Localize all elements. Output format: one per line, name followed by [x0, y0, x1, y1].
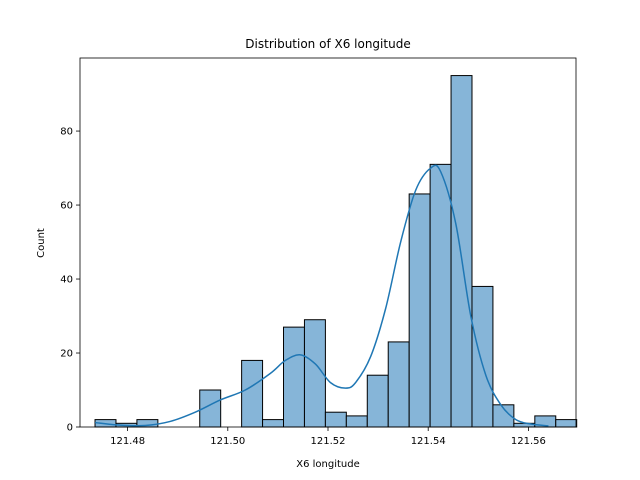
kde-curve	[94, 164, 549, 427]
histogram-bars	[94, 75, 578, 428]
histogram-bar	[324, 411, 347, 428]
x-tick-label: 121.54	[411, 436, 446, 447]
histogram-bar	[450, 75, 473, 428]
y-tick-label: 60	[60, 201, 73, 212]
x-tick-label: 121.48	[110, 436, 145, 447]
histogram-bar	[262, 419, 285, 428]
x-tick-label: 121.52	[311, 436, 346, 447]
histogram-bar	[429, 163, 452, 428]
y-tick-label: 0	[67, 423, 73, 434]
histogram-bar	[408, 193, 431, 428]
y-axis-label: Count	[36, 228, 47, 258]
histogram-bar	[366, 374, 389, 428]
x-axis-label: X6 longitude	[296, 459, 360, 470]
histogram-bar	[387, 341, 410, 428]
histogram-bar	[471, 285, 494, 428]
x-tick-label: 121.56	[511, 436, 546, 447]
histogram-bar	[345, 415, 368, 428]
y-axis-ticks: 0 20 40 60 80	[60, 127, 80, 434]
x-axis-ticks: 121.48 121.50 121.52 121.54 121.56	[110, 427, 546, 447]
chart-title: Distribution of X6 longitude	[245, 37, 410, 51]
histogram-bar	[283, 326, 305, 428]
y-tick-label: 20	[60, 349, 73, 360]
histogram-bar	[555, 419, 578, 428]
y-tick-label: 80	[60, 127, 73, 138]
histogram-bar	[241, 359, 264, 428]
y-tick-label: 40	[60, 275, 73, 286]
x-tick-label: 121.50	[210, 436, 245, 447]
